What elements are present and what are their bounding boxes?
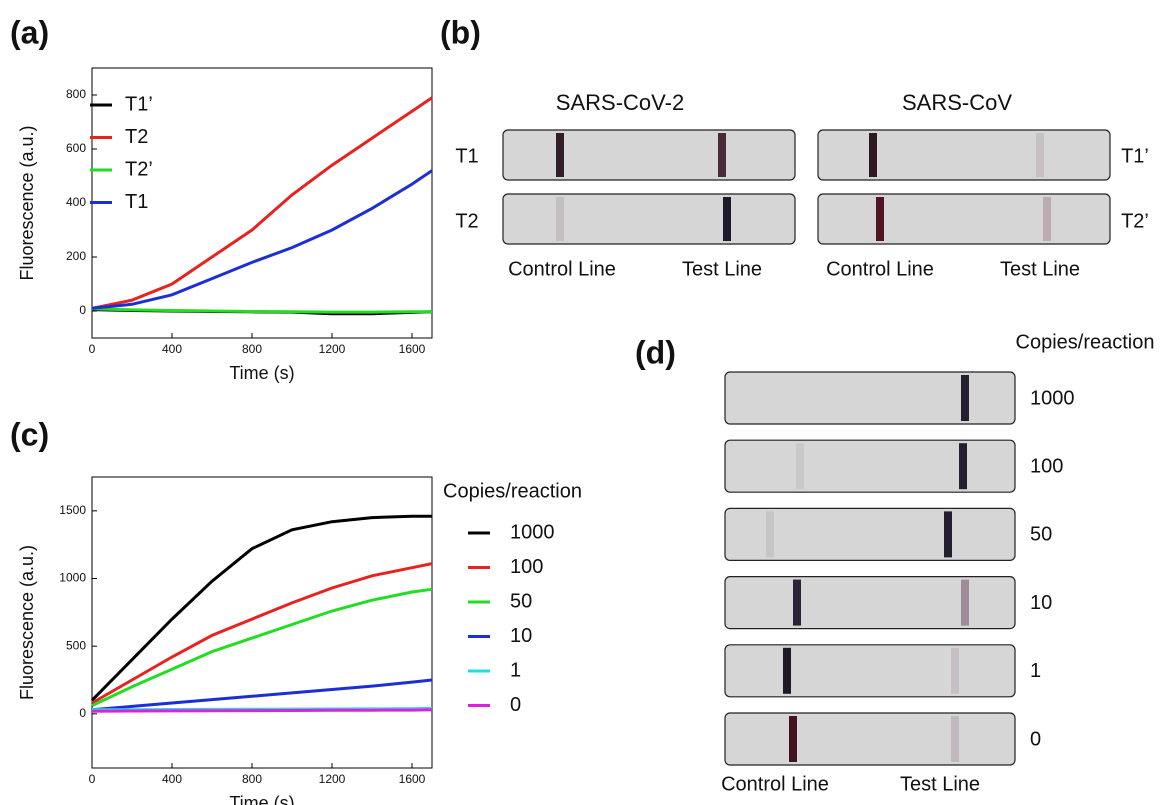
strip-band: [1036, 133, 1044, 177]
test-strip: [502, 193, 796, 245]
x-tick-label: 1200: [319, 772, 346, 786]
y-axis-label: Fluorescence (a.u.): [17, 545, 37, 700]
test-strip: [724, 712, 1016, 766]
x-axis-label: Time (s): [229, 793, 294, 805]
strip-band: [951, 716, 959, 762]
strip-label: 1: [1030, 660, 1041, 682]
test-strip: [724, 439, 1016, 493]
strip-band: [961, 375, 969, 421]
test-strip: [724, 644, 1016, 698]
x-axis-label: Time (s): [229, 363, 294, 383]
y-tick-label: 1500: [59, 503, 86, 517]
data-line: [91, 678, 433, 712]
legend-label: 10: [510, 625, 532, 647]
test-strip: [724, 507, 1016, 561]
y-tick-label: 200: [66, 249, 86, 263]
panel-label: (a): [10, 14, 49, 50]
x-tick-label: 1200: [319, 342, 346, 356]
strip-band: [1043, 197, 1051, 241]
strip-label: 1000: [1030, 387, 1075, 409]
x-tick-label: 1600: [399, 772, 426, 786]
strip-band: [869, 133, 877, 177]
x-tick-label: 800: [242, 342, 262, 356]
legend-title: Copies/reaction: [443, 480, 582, 502]
legend-label: T1’: [125, 93, 153, 115]
row-label: T1’: [1121, 145, 1149, 167]
legend-label: 100: [510, 556, 543, 578]
data-line: [91, 96, 433, 310]
row-label: T2’: [1121, 210, 1149, 232]
legend-label: 0: [510, 694, 521, 716]
strip-footer: Control Line: [721, 773, 829, 795]
legend-label: 1: [510, 659, 521, 681]
legend-label: 1000: [510, 521, 555, 543]
x-tick-label: 0: [89, 772, 96, 786]
legend-label: T2’: [125, 158, 153, 180]
panel-label: (c): [10, 416, 49, 452]
data-line: [91, 587, 433, 708]
panel-label: (d): [635, 334, 676, 370]
legend-label: T1: [125, 191, 148, 213]
strip-label: 100: [1030, 455, 1063, 477]
x-tick-label: 0: [89, 342, 96, 356]
strip-band: [876, 197, 884, 241]
strip-band: [951, 647, 959, 694]
test-strip: [817, 129, 1111, 181]
y-tick-label: 0: [79, 303, 86, 317]
row-label: T1: [455, 145, 478, 167]
y-tick-label: 800: [66, 87, 86, 101]
plot-frame: [91, 476, 433, 769]
strip-header: SARS-CoV: [902, 90, 1012, 115]
y-axis-label: Fluorescence (a.u.): [17, 125, 37, 280]
strip-band: [961, 579, 969, 626]
data-line: [91, 169, 433, 310]
strip-band: [718, 133, 726, 177]
strip-band: [796, 443, 804, 490]
y-tick-label: 1000: [59, 571, 86, 585]
strip-footer: Test Line: [682, 258, 762, 280]
y-tick-label: 400: [66, 195, 86, 209]
x-tick-label: 800: [242, 772, 262, 786]
strip-band: [944, 511, 952, 558]
test-strip: [817, 193, 1111, 245]
strip-band: [556, 133, 564, 177]
strip-header: SARS-CoV-2: [556, 90, 684, 115]
strip-band: [723, 197, 731, 241]
y-tick-label: 500: [66, 638, 86, 652]
strip-footer: Control Line: [826, 258, 934, 280]
panel-label: (b): [440, 14, 481, 50]
data-line: [90, 514, 432, 702]
strip-footer: Test Line: [1000, 258, 1080, 280]
x-tick-label: 400: [162, 772, 182, 786]
strip-footer: Control Line: [508, 258, 616, 280]
strip-band: [556, 197, 564, 241]
legend-label: T2: [125, 126, 148, 148]
strip-footer: Test Line: [900, 773, 980, 795]
y-tick-label: 0: [79, 706, 86, 720]
strip-band: [766, 511, 774, 558]
data-line: [91, 708, 433, 713]
data-line: [91, 307, 432, 314]
strip-title: Copies/reaction: [1016, 331, 1155, 353]
strip-label: 0: [1030, 728, 1041, 750]
legend-label: 50: [510, 590, 532, 612]
strip-band: [793, 579, 801, 626]
test-strip: [502, 129, 796, 181]
x-tick-label: 1600: [399, 342, 426, 356]
strip-label: 10: [1030, 592, 1052, 614]
strip-band: [783, 647, 791, 694]
strip-band: [959, 443, 967, 490]
x-tick-label: 400: [162, 342, 182, 356]
data-line: [91, 562, 433, 705]
row-label: T2: [455, 210, 478, 232]
y-tick-label: 600: [66, 141, 86, 155]
strip-label: 50: [1030, 524, 1052, 546]
strip-band: [789, 716, 797, 762]
test-strip: [724, 575, 1016, 630]
test-strip: [724, 371, 1016, 425]
